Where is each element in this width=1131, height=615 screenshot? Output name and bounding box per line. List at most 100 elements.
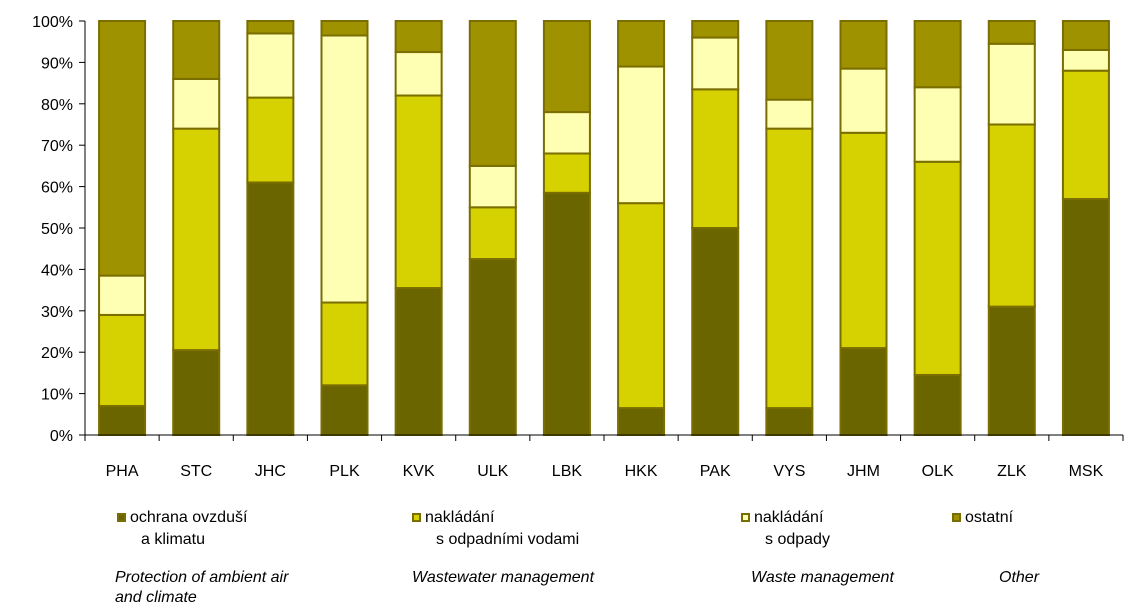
x-tick-label-kvk: KVK <box>403 463 435 480</box>
bar-segment-zlk-s1 <box>987 123 1036 308</box>
bar-segment-jhm-s0 <box>839 347 888 436</box>
bar-segment-kvk-s0 <box>394 287 443 436</box>
bar-segment-zlk-s2 <box>987 42 1036 126</box>
bar-segment-kvk-s3 <box>394 20 443 54</box>
y-tick-label: 100% <box>32 14 73 31</box>
x-tick-label-pak: PAK <box>700 463 731 480</box>
bar-segment-lbk-s3 <box>542 20 591 114</box>
legend-label-wastewater-line2: s odpadními vodami <box>436 531 580 548</box>
legend-label-air-line2: a klimatu <box>141 531 206 548</box>
bar-segment-jhm-s1 <box>839 131 888 350</box>
x-tick-label-olk: OLK <box>922 463 954 480</box>
bar-segment-plk-s0 <box>320 384 369 437</box>
bar-segment-ulk-s1 <box>468 206 517 261</box>
bar-segment-zlk-s3 <box>987 20 1036 45</box>
bar-segment-olk-s0 <box>913 373 962 436</box>
bar-segment-vys-s1 <box>765 127 814 410</box>
legend-english-other: Other <box>999 569 1040 586</box>
y-tick-label: 80% <box>41 97 73 114</box>
x-tick-label-plk: PLK <box>329 463 360 480</box>
bar-segment-vys-s3 <box>765 20 814 101</box>
x-tick-label-lbk: LBK <box>552 463 583 480</box>
x-tick-label-stc: STC <box>180 463 212 480</box>
bar-segment-pak-s3 <box>691 20 740 39</box>
bar-segment-stc-s3 <box>172 20 221 80</box>
bar-segment-stc-s2 <box>172 77 221 130</box>
bar-segment-plk-s3 <box>320 20 369 37</box>
legend-english-air-line1: Protection of ambient air <box>115 569 289 586</box>
bar-segment-plk-s2 <box>320 34 369 304</box>
y-tick-label: 70% <box>41 138 73 155</box>
y-tick-label: 50% <box>41 221 73 238</box>
stacked-bar-chart: 0% 10% 20% 30% 40% 50% 60% 70% 80% 90% 100% PHA STC… <box>32 14 1124 480</box>
x-tick-label-msk: MSK <box>1069 463 1104 480</box>
bar-segment-vys-s2 <box>765 98 814 130</box>
bar-segment-zlk-s0 <box>987 305 1036 436</box>
bar-segment-jhc-s1 <box>246 96 295 184</box>
x-tick-label-zlk: ZLK <box>997 463 1027 480</box>
bar-segment-pha-s3 <box>98 20 147 277</box>
legend-label-air-line1: ochrana ovzduší <box>130 509 248 526</box>
x-tick-label-jhc: JHC <box>255 463 286 480</box>
bar-segment-pak-s2 <box>691 36 740 91</box>
bar-segment-olk-s2 <box>913 86 962 163</box>
legend-label-other: ostatní <box>965 509 1014 526</box>
y-tick-labels: 0% 10% 20% 30% 40% 50% 60% 70% 80% 90% 100% <box>32 14 85 445</box>
x-tick-label-ulk: ULK <box>477 463 508 480</box>
y-tick-label: 60% <box>41 180 73 197</box>
bar-segment-lbk-s2 <box>542 111 591 155</box>
bar-segment-olk-s1 <box>913 160 962 376</box>
bar-segment-hkk-s0 <box>617 407 666 436</box>
legend-english-wastewater: Wastewater management <box>412 569 595 586</box>
bar-segment-hkk-s3 <box>617 20 666 68</box>
legend-swatch-wastewater <box>412 513 421 522</box>
bar-segment-pak-s0 <box>691 227 740 436</box>
y-tick-label: 90% <box>41 55 73 72</box>
legend-label-wastewater-line1: nakládání <box>425 509 495 526</box>
y-tick-label: 20% <box>41 345 73 362</box>
x-tick-label-jhm: JHM <box>847 463 880 480</box>
bar-segment-pha-s2 <box>98 274 147 316</box>
legend-label-waste-line1: nakládání <box>754 509 824 526</box>
bar-segment-stc-s0 <box>172 349 221 437</box>
bar-segment-pak-s1 <box>691 88 740 229</box>
x-tick-label-vys: VYS <box>773 463 805 480</box>
bar-segment-ulk-s0 <box>468 258 517 436</box>
legend-swatch-waste <box>741 513 750 522</box>
legend-english-waste: Waste management <box>751 569 894 586</box>
bar-segment-pha-s1 <box>98 313 147 408</box>
bar-segment-msk-s3 <box>1061 20 1110 51</box>
bar-segment-msk-s1 <box>1061 69 1110 201</box>
y-tick-label: 30% <box>41 304 73 321</box>
bar-segment-plk-s1 <box>320 301 369 387</box>
bar-segment-jhc-s2 <box>246 32 295 99</box>
legend-swatch-air <box>117 513 126 522</box>
bar-segment-hkk-s2 <box>617 65 666 205</box>
bar-segment-kvk-s2 <box>394 51 443 97</box>
bar-segment-ulk-s3 <box>468 20 517 167</box>
bar-segment-hkk-s1 <box>617 202 666 410</box>
bar-segment-stc-s1 <box>172 127 221 352</box>
bar-segment-vys-s0 <box>765 407 814 436</box>
y-tick-label: 0% <box>50 428 73 445</box>
bar-segment-lbk-s1 <box>542 152 591 194</box>
bar-segment-olk-s3 <box>913 20 962 89</box>
y-tick-label: 40% <box>41 262 73 279</box>
bar-segment-msk-s0 <box>1061 198 1110 436</box>
bar-segment-kvk-s1 <box>394 94 443 290</box>
x-tick-label-pha: PHA <box>106 463 139 480</box>
y-tick-label: 10% <box>41 387 73 404</box>
legend-swatch-other <box>952 513 961 522</box>
legend: ochrana ovzduší a klimatu nakládání s od… <box>0 508 1131 615</box>
bar-segment-jhm-s3 <box>839 20 888 70</box>
legend-english-air-line2: and climate <box>115 589 197 606</box>
bar-segment-pha-s0 <box>98 405 147 436</box>
bar-segment-msk-s2 <box>1061 48 1110 72</box>
axes-layer <box>84 21 1123 436</box>
bar-segment-lbk-s0 <box>542 191 591 436</box>
x-tick-labels: PHA STC JHC PLK KVK ULK LBK HKK PAK VYS JHM OLK ZLK M… <box>84 435 1124 480</box>
bar-segment-jhc-s3 <box>246 20 295 35</box>
bars-layer <box>98 20 1110 437</box>
legend-label-waste-line2: s odpady <box>765 531 830 548</box>
bar-segment-ulk-s2 <box>468 164 517 209</box>
